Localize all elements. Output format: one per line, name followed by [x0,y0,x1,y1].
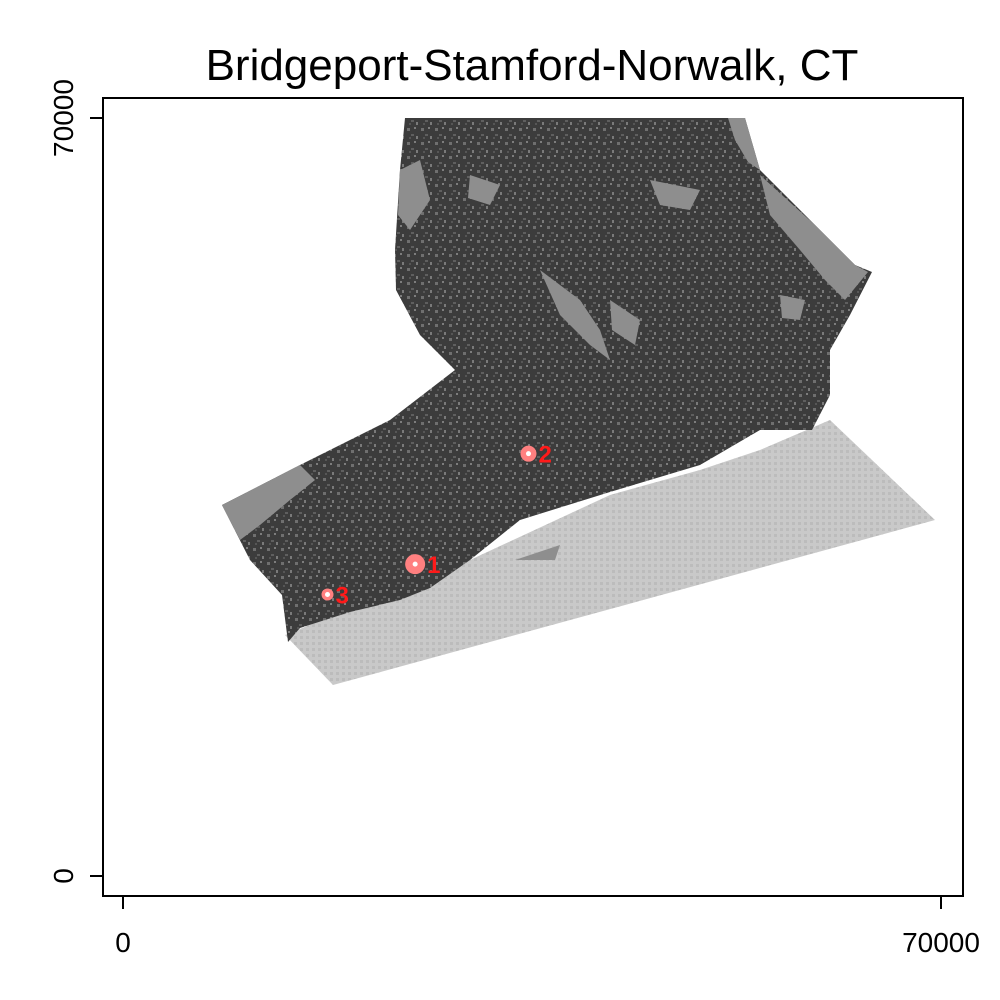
marker-core-1 [412,561,418,567]
marker-label-3: 3 [336,582,349,609]
x-tick-label-min: 0 [115,927,131,958]
marker-core-2 [525,451,531,457]
y-axis [90,117,103,877]
y-tick-label-min: 0 [48,868,79,884]
plot-frame [102,97,964,897]
x-axis [122,896,942,909]
marker-core-3 [325,591,330,597]
marker-label-1: 1 [427,552,440,579]
markers-layer: 1 2 3 [321,442,552,609]
marker-label-2: 2 [538,442,551,469]
x-tick-label-max: 70000 [902,927,980,958]
water-region [285,420,935,685]
y-tick-label-max: 70000 [48,79,79,157]
chart-title: Bridgeport-Stamford-Norwalk, CT [206,41,859,90]
land-region [222,118,872,642]
open-land-patches [222,118,868,560]
